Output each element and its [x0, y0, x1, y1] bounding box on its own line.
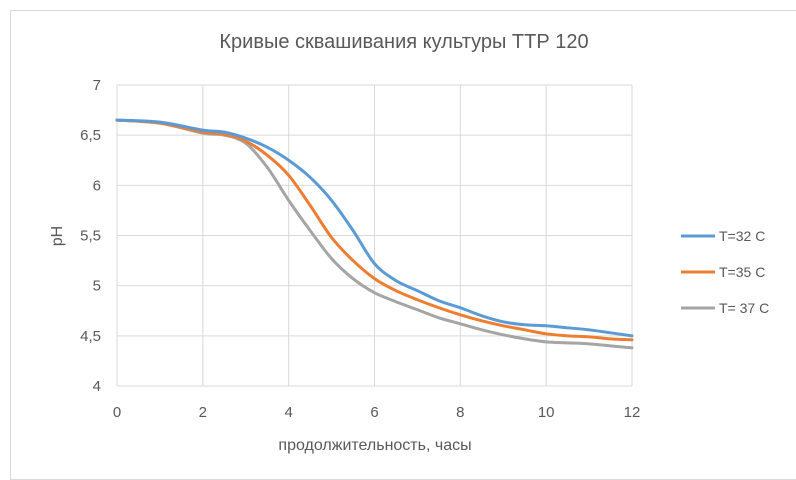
y-tick-label: 5: [93, 278, 101, 295]
legend-label: T= 37 C: [719, 300, 769, 316]
y-axis-title: pH: [49, 226, 66, 246]
legend-label: T=32 C: [719, 228, 765, 244]
x-tick-label: 8: [456, 404, 464, 421]
tick-labels: 4 4,5 5 5,5 6 6,5 7 0 2 4 6 8 10 12: [80, 77, 640, 421]
y-tick-label: 5,5: [80, 228, 101, 245]
y-tick-label: 4,5: [80, 328, 101, 345]
x-tick-label: 6: [370, 404, 378, 421]
chart-area: [10, 10, 796, 480]
legend-label: T=35 C: [719, 264, 765, 280]
series-line: [115, 118, 634, 342]
series-lines: [115, 118, 634, 350]
y-tick-label: 4: [93, 378, 101, 395]
x-tick-label: 2: [199, 404, 207, 421]
y-tick-label: 6,5: [80, 127, 101, 144]
y-tick-label: 7: [93, 77, 101, 94]
x-tick-label: 4: [284, 404, 292, 421]
gridlines: [116, 84, 633, 387]
x-tick-label: 12: [624, 404, 641, 421]
x-tick-label: 0: [113, 404, 121, 421]
y-tick-label: 6: [93, 177, 101, 194]
legend: T=32 C T=35 C T= 37 C: [681, 228, 769, 316]
series-line: [115, 118, 634, 338]
chart-title: Кривые сквашивания культуры ТТР 120: [219, 31, 588, 53]
x-axis-title: продолжительность, часы: [278, 437, 471, 454]
x-tick-label: 10: [538, 404, 555, 421]
